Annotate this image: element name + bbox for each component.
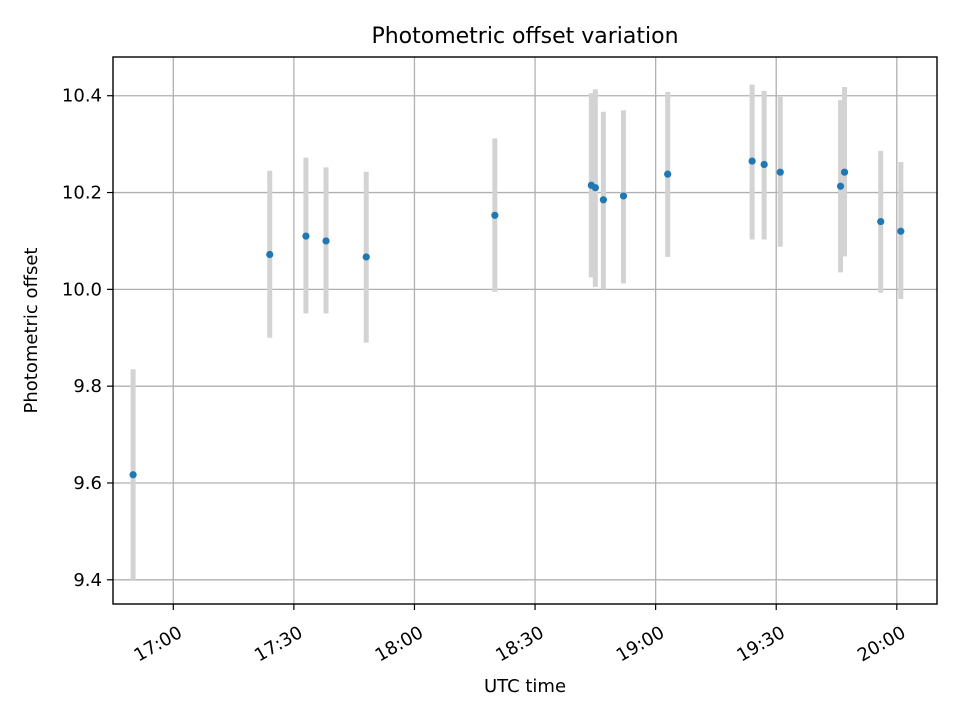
chart-title: Photometric offset variation: [371, 24, 678, 49]
data-point: [836, 182, 845, 190]
y-tick-label: 10.2: [62, 183, 102, 204]
grid-lines: [113, 57, 937, 604]
data-point: [599, 196, 607, 204]
data-point: [591, 184, 599, 192]
data-point: [840, 168, 849, 176]
data-point: [619, 192, 628, 200]
data-points: [129, 157, 905, 479]
data-point: [302, 232, 310, 240]
data-point: [491, 211, 499, 219]
data-point: [776, 168, 784, 176]
plot-frame: [112, 56, 938, 605]
data-point: [266, 250, 274, 259]
data-point: [362, 253, 370, 261]
y-tick-label: 10.0: [62, 279, 102, 300]
y-tick-label: 9.8: [73, 376, 102, 397]
y-tick-label: 9.6: [73, 473, 102, 494]
data-point: [322, 237, 330, 245]
y-tick-label: 9.4: [73, 570, 102, 591]
data-point: [748, 157, 756, 165]
data-point: [877, 217, 885, 226]
data-point: [897, 227, 905, 235]
y-axis-label: Photometric offset: [21, 248, 42, 414]
x-axis-label: UTC time: [484, 676, 566, 697]
data-point: [664, 170, 672, 178]
data-point: [129, 471, 137, 479]
y-tick-label: 10.4: [62, 86, 102, 107]
data-point: [760, 160, 768, 169]
